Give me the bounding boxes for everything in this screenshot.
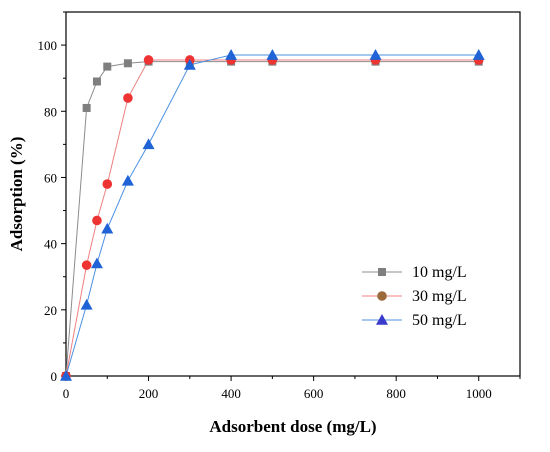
y-tick-label: 20 (44, 303, 57, 318)
y-axis: 0 20 40 60 80 100 (38, 11, 66, 384)
series-3-point (183, 58, 196, 70)
x-tick-label: 400 (221, 386, 241, 401)
x-tick-label: 800 (386, 386, 406, 401)
series-3-point (369, 49, 382, 60)
legend-label-2: 30 mg/L (412, 288, 467, 305)
legend-label-1: 10 mg/L (412, 264, 467, 281)
legend-marker-2 (377, 291, 387, 301)
y-tick-label: 40 (44, 237, 57, 252)
series-1-point (103, 62, 112, 71)
y-tick-label: 100 (38, 38, 58, 53)
legend: 10 mg/L 30 mg/L 50 mg/L (362, 264, 467, 329)
x-tick-label: 0 (63, 386, 70, 401)
legend-marker-1 (378, 268, 386, 276)
series-2-point (102, 179, 113, 189)
legend-label-3: 50 mg/L (412, 312, 467, 329)
series-3-point (142, 138, 155, 150)
series-3-point (101, 222, 114, 234)
y-tick-label: 0 (51, 369, 58, 384)
series-3-point (80, 298, 93, 310)
y-tick-label: 60 (44, 170, 57, 185)
y-tick-label: 80 (44, 104, 57, 119)
series-1-point (123, 59, 132, 68)
series-3-point (225, 49, 238, 60)
series-2-point (143, 55, 154, 65)
series-3-point (266, 49, 279, 60)
y-axis-title: Adsorption (%) (7, 137, 26, 252)
series-3-point (60, 370, 72, 381)
series-2-point (81, 260, 92, 270)
series-3-point (472, 49, 485, 60)
series-2-point (92, 215, 102, 226)
series-1-point (82, 103, 91, 112)
x-tick-label: 200 (139, 386, 159, 401)
series-3-point (90, 257, 103, 269)
series-1-point (92, 77, 101, 86)
x-tick-label: 1000 (466, 386, 492, 401)
x-tick-label: 600 (304, 386, 324, 401)
x-axis-title: Adsorbent dose (mg/L) (209, 417, 376, 436)
series-2-point (123, 93, 133, 103)
legend-marker-3 (376, 314, 388, 325)
series-3-point (121, 174, 134, 186)
plot-frame (65, 11, 521, 377)
series-markers (60, 49, 485, 381)
x-axis: 0 200 400 600 800 1000 (63, 376, 521, 401)
plot-border (65, 11, 521, 377)
